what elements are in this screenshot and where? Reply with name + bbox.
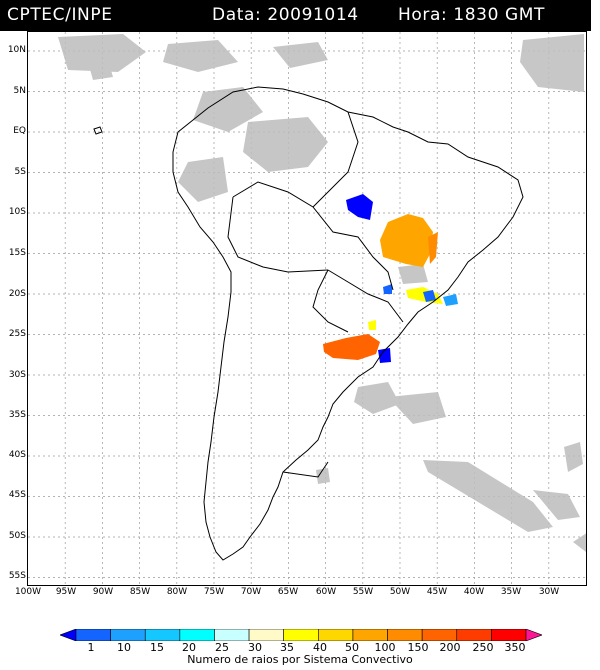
lat-label: 15S: [8, 248, 26, 258]
convective-systems: [323, 194, 458, 363]
colorbar-label: 20: [182, 641, 196, 654]
lon-label: 85W: [129, 587, 151, 597]
lon-label: 35W: [500, 587, 522, 597]
colorbar-segment: [318, 629, 354, 641]
lat-label: 50S: [8, 531, 26, 541]
cell-blue-amazon: [346, 194, 373, 220]
colorbar-segment: [283, 629, 319, 641]
colorbar-segment: [525, 629, 542, 641]
lon-label: 60W: [315, 587, 337, 597]
map-svg: [28, 32, 586, 585]
lon-label: 70W: [240, 587, 262, 597]
lat-label: EQ: [13, 126, 26, 136]
cell-blue-south: [423, 290, 436, 302]
coastlines: [172, 86, 524, 561]
colorbar-label: 15: [150, 641, 164, 654]
lon-label: 45W: [426, 587, 448, 597]
colorbar: [60, 629, 542, 641]
date-label: Data: 20091014: [212, 5, 359, 25]
colorbar-segment: [144, 629, 181, 641]
colorbar-label: 1: [87, 641, 95, 654]
colorbar-label: 50: [345, 641, 359, 654]
colorbar-label: 150: [407, 641, 429, 654]
lat-label: 35S: [8, 410, 26, 420]
lat-label: 25S: [8, 329, 26, 339]
colorbar-segment: [421, 629, 458, 641]
time-label: Hora: 1830 GMT: [398, 5, 546, 25]
lon-label: 75W: [203, 587, 225, 597]
lat-label: 55S: [8, 571, 26, 581]
lat-label: 10N: [7, 45, 26, 55]
cell-yellow-parana: [368, 320, 376, 330]
colorbar-segment: [110, 629, 146, 641]
cell-orange-east: [428, 232, 438, 264]
colorbar-label: 100: [374, 641, 396, 654]
lat-label: 45S: [8, 490, 26, 500]
galapagos: [93, 126, 103, 135]
colorbar-segment: [352, 629, 388, 641]
lon-label: 100W: [14, 587, 42, 597]
colorbar-label: 25: [215, 641, 229, 654]
lon-label: 80W: [166, 587, 188, 597]
colorbar-segment: [456, 629, 492, 641]
colorbar-label: 35: [280, 641, 294, 654]
cell-blue-south2: [383, 284, 392, 294]
lon-label: 95W: [55, 587, 77, 597]
colorbar-title: Numero de raios por Sistema Convectivo: [187, 653, 413, 666]
lon-label: 40W: [463, 587, 485, 597]
colorbar-label: 350: [504, 641, 526, 654]
lat-label: 40S: [8, 450, 26, 460]
lon-label: 30W: [538, 587, 560, 597]
colorbar-segment: [248, 629, 284, 641]
cell-orange-central: [380, 214, 433, 267]
lat-label: 20S: [8, 289, 26, 299]
lon-label: 65W: [277, 587, 299, 597]
cell-blue-parana: [378, 348, 391, 363]
colorbar-segment: [491, 629, 527, 641]
colorbar-segment: [60, 629, 77, 641]
lat-label: 30S: [8, 370, 26, 380]
cloud-cover: [58, 34, 586, 552]
lon-label: 55W: [352, 587, 374, 597]
colorbar-segment: [75, 629, 111, 641]
colorbar-label: 200: [439, 641, 461, 654]
lat-label: 5S: [14, 167, 26, 177]
lat-label: 5N: [13, 86, 26, 96]
map-panel: [27, 31, 587, 586]
map-header: CPTEC/INPE Data: 20091014 Hora: 1830 GMT: [0, 0, 591, 31]
colorbar-label: 40: [313, 641, 327, 654]
colorbar-label: 30: [248, 641, 262, 654]
colorbar-segment: [387, 629, 423, 641]
colorbar-label: 250: [472, 641, 494, 654]
map-grid: [28, 32, 586, 585]
lat-label: 10S: [8, 207, 26, 217]
cell-orange-parana: [323, 334, 380, 360]
source-label: CPTEC/INPE: [7, 5, 113, 25]
cell-cyan-coast: [443, 294, 458, 306]
colorbar-label: 10: [117, 641, 131, 654]
colorbar-segment: [179, 629, 215, 641]
lon-label: 90W: [92, 587, 114, 597]
colorbar-segment: [214, 629, 250, 641]
lon-label: 50W: [389, 587, 411, 597]
